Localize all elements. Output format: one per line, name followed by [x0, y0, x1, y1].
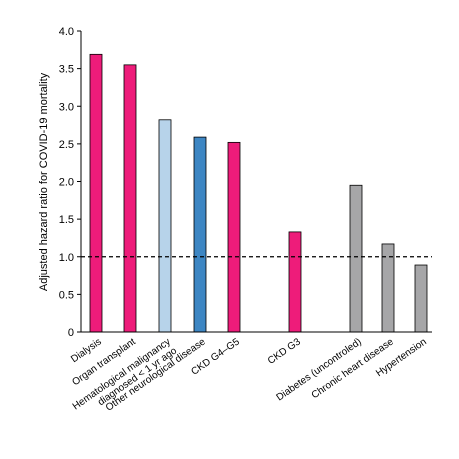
bar	[89, 53, 103, 333]
bar	[158, 119, 172, 333]
y-tick-label: 3.5	[59, 64, 74, 76]
y-tick-label: 2.0	[59, 177, 74, 189]
y-axis-ticks: 0 0.5 1.0 1.5 2.0 2.5 3.0 3.5 4.0	[59, 26, 81, 339]
bar	[123, 64, 137, 333]
bar	[349, 184, 363, 333]
y-tick-label: 4.0	[59, 26, 74, 38]
bar	[227, 141, 241, 333]
bar	[414, 264, 428, 333]
bar	[288, 231, 302, 333]
x-category-label: CKD G3	[266, 336, 303, 367]
y-tick-label: 0.5	[59, 289, 74, 301]
bar	[193, 136, 207, 333]
y-axis-title: Adjusted hazard ratio for COVID-19 morta…	[38, 72, 50, 291]
y-tick-label: 1.5	[59, 214, 74, 226]
bars	[89, 53, 428, 333]
y-tick-label: 2.5	[59, 139, 74, 151]
y-tick-label: 0	[68, 327, 74, 339]
y-tick-label: 3.0	[59, 101, 74, 113]
y-tick-label: 1.0	[59, 252, 74, 264]
